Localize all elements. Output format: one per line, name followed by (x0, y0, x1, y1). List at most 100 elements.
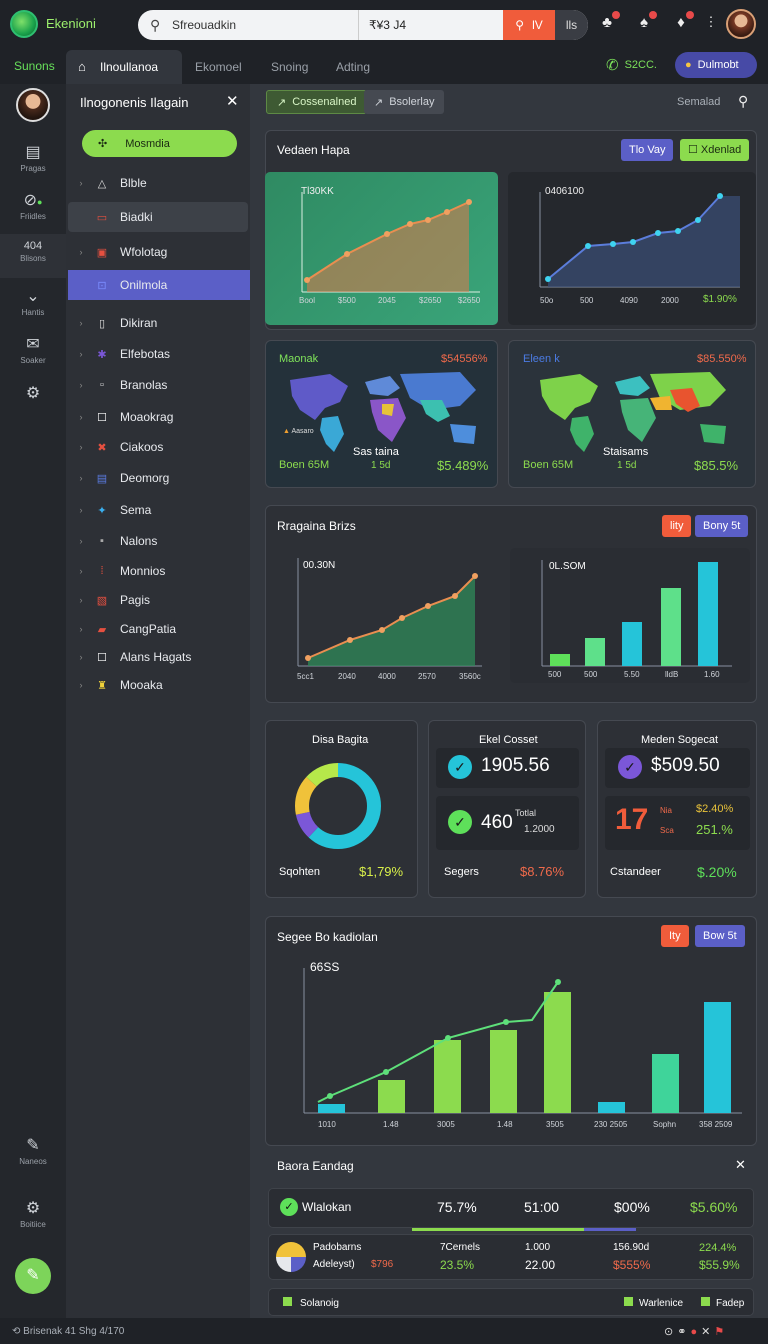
map1-legend: ▲ Aasaro (283, 428, 314, 435)
kpi2-big1: 1905.56 (481, 755, 550, 776)
legend-item-1[interactable]: Solanoig (283, 1297, 339, 1309)
close-icon[interactable]: ✕ (735, 1157, 746, 1172)
app-logo-icon[interactable] (10, 10, 38, 38)
menu-item-label: Deomorg (120, 471, 170, 485)
card-progress-btn2[interactable]: Bony 5t (695, 515, 749, 537)
search-button[interactable]: ⚲ lV (503, 10, 555, 40)
chevron-right-icon: › (79, 536, 83, 546)
rail-notes[interactable]: ✎ Naneos (0, 1135, 66, 1166)
account-button[interactable]: ● Dulmobt (675, 52, 757, 78)
legend-item-3[interactable]: Fadep (701, 1297, 744, 1309)
mail-icon: ✉ (26, 336, 40, 353)
chart1-xtick-4: $2650 (458, 296, 481, 305)
row1-c2: 51:00 (524, 1199, 560, 1215)
rail-hantis[interactable]: ⌄ Hantis (0, 286, 66, 317)
chart5-xtick-6: Sophn (653, 1120, 677, 1129)
menu-item-label: CangPatia (120, 622, 177, 636)
menu-item[interactable]: › ✖ Ciakoos (68, 432, 248, 462)
row1-progress-2 (584, 1228, 636, 1231)
icon-rail (0, 84, 66, 1318)
kpi1-title: Disa Bagita (312, 734, 369, 746)
card-overview-btn2[interactable]: ☐ Xdenlad (680, 139, 750, 161)
card-overview-title: Vedaen Hapa (277, 143, 350, 157)
kpi3-foot: Cstandeer (610, 866, 661, 878)
rail-bottom-settings[interactable]: ⚙ Boitiice (0, 1198, 66, 1229)
chart5-xtick-7: 358 2509 (699, 1120, 733, 1129)
menu-item-icon: ▰ (97, 623, 107, 636)
close-icon[interactable]: ✕ (226, 93, 239, 110)
chart4-label: 0L.SOM (549, 561, 586, 572)
menu-item[interactable]: › ▯ Dikiran (68, 308, 248, 338)
rail-404[interactable]: 404 Blisons (0, 234, 66, 278)
alert-icon[interactable]: ♠ (633, 11, 657, 36)
record-icon: ● (690, 1326, 702, 1338)
menu-item-label: Blble (120, 176, 147, 190)
rail-settings[interactable]: ⚙ (0, 383, 66, 403)
rail-pages[interactable]: ▤ Pragas (0, 142, 66, 173)
tab-2[interactable]: Ekomoel (195, 60, 242, 74)
menu-item[interactable]: › ✱ Elfebotas (68, 339, 248, 369)
legend-item-2[interactable]: Warlenice (624, 1297, 683, 1309)
menu-item[interactable]: › ⁞ Monnios (68, 556, 248, 586)
search-icon[interactable]: ⚲ (738, 93, 749, 109)
tab-4[interactable]: Adting (336, 60, 371, 74)
card-progress-btn1[interactable]: lity (662, 515, 692, 537)
tab-home[interactable]: ⌂ Ilnoullanoa (66, 50, 182, 84)
menu-item[interactable]: › ▪ Nalons (68, 526, 248, 556)
row1-name: Wlalokan (302, 1200, 352, 1214)
chart4-svg (541, 560, 732, 667)
chart5-label: 66SS (310, 960, 340, 974)
menu-item[interactable]: › ☐ Moaokrag (68, 402, 248, 432)
menu-item[interactable]: › ▧ Pagis (68, 585, 248, 615)
chart4-xtick-2: 5.50 (624, 670, 640, 679)
rail-soaker[interactable]: ✉ Soaker (0, 334, 66, 365)
menu-item[interactable]: › ▫ Branolas (68, 370, 248, 400)
game-icon[interactable]: ♣ (596, 11, 620, 36)
menu-item[interactable]: › △ Blble (68, 168, 248, 198)
search-bar[interactable]: ⚲ Sfreouadkin ₹¥3 J4 ⚲ lV lls (138, 10, 588, 40)
kpi2-foot: Segers (444, 866, 479, 878)
menu-item[interactable]: ⊡ Onilmola (68, 270, 250, 300)
chevron-right-icon: › (79, 680, 83, 690)
more-icon[interactable]: ⋮ (704, 14, 718, 29)
chevron-right-icon: › (79, 624, 83, 634)
menu-item[interactable]: › ☐ Alans Hagats (68, 642, 248, 672)
check-icon: ✓ (618, 755, 642, 779)
rail-compose-button[interactable]: ✎ (0, 1258, 66, 1294)
menu-item[interactable]: › ▰ CangPatia (68, 614, 248, 644)
menu-primary-button[interactable]: ✣ Mosmdia (82, 130, 237, 157)
status-icons[interactable]: ⊙⚭●✕⚑ (664, 1325, 728, 1338)
card-overview-btn1[interactable]: Tlo Vay (621, 139, 674, 161)
table-row[interactable] (268, 1234, 754, 1280)
row2-a2: 1.000 (525, 1242, 551, 1253)
search-input[interactable]: ⚲ Sfreouadkin (150, 17, 237, 33)
card-bar-line-btn2[interactable]: Bow 5t (695, 925, 745, 947)
user-avatar[interactable] (726, 9, 756, 39)
gear-icon: ⚙ (25, 385, 41, 402)
tab-3[interactable]: Snoing (271, 60, 309, 74)
search-value[interactable]: ₹¥3 J4 (358, 10, 503, 40)
menu-item-label: Moaokrag (120, 410, 174, 424)
menu-item[interactable]: › ✦ Sema (68, 495, 248, 525)
kpi2-sub-b: 1.2000 (524, 824, 555, 835)
table-row[interactable] (268, 1188, 754, 1228)
status-indicator[interactable]: ✆ S2CC. (606, 57, 657, 74)
search-options-button[interactable]: lls (555, 10, 588, 40)
chip-filter-1[interactable]: ↗ Cossenalned (266, 90, 368, 114)
chart5-xtick-0: 1010 (318, 1120, 336, 1129)
chevron-right-icon: › (79, 473, 83, 483)
rail-friends[interactable]: ⊘● Friidles (0, 190, 66, 221)
card-bar-line-btn1[interactable]: Ity (661, 925, 689, 947)
menu-item-label: Mooaka (120, 678, 163, 692)
rail-profile-avatar[interactable] (0, 88, 66, 122)
menu-item[interactable]: › ▤ Deomorg (68, 463, 248, 493)
map1-value: $54556% (441, 353, 488, 365)
search-icon: ⚲ (150, 17, 161, 33)
cart-icon[interactable]: ♦ (670, 11, 694, 36)
menu-item[interactable]: › ♜ Mooaka (68, 670, 248, 700)
chip-filter-2[interactable]: ↗ Bsolerlay (364, 90, 445, 114)
menu-item[interactable]: ▭ Biadki (68, 202, 248, 232)
map2-pct: $85.5% (694, 458, 739, 473)
menu-item[interactable]: › ▣ Wfolotag (68, 237, 248, 267)
coin-icon: ● (685, 59, 692, 71)
